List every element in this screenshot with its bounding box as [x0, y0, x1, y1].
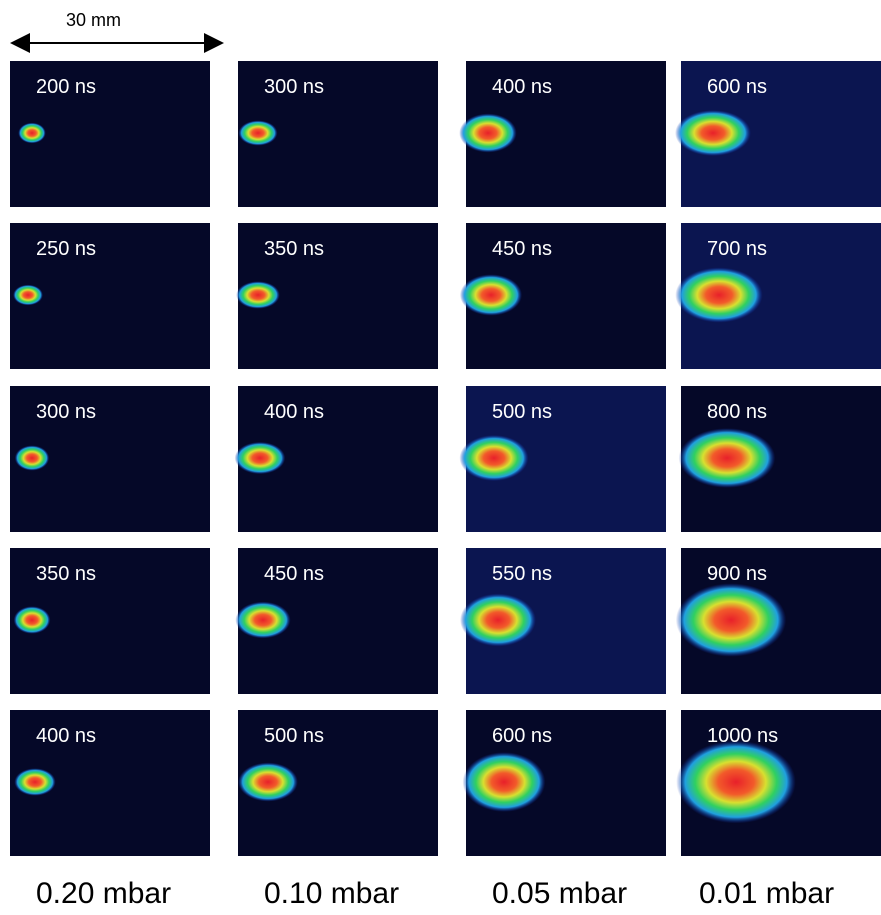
- pressure-label: 0.10 mbar: [264, 877, 399, 910]
- plume: [238, 762, 298, 801]
- time-label: 600 ns: [492, 725, 552, 747]
- plume: [235, 602, 290, 639]
- plume: [460, 274, 522, 315]
- pressure-label: 0.20 mbar: [36, 877, 171, 910]
- scale-label: 30 mm: [66, 10, 121, 30]
- time-label: 1000 ns: [707, 725, 778, 747]
- time-label: 550 ns: [492, 563, 552, 585]
- plume: [463, 752, 546, 812]
- time-label: 800 ns: [707, 401, 767, 423]
- plume: [676, 741, 796, 824]
- plume: [676, 583, 786, 657]
- time-label: 200 ns: [36, 76, 96, 98]
- time-label: 450 ns: [492, 238, 552, 260]
- plume: [238, 120, 277, 145]
- plume: [15, 445, 50, 470]
- plume: [18, 123, 46, 144]
- time-label: 400 ns: [36, 725, 96, 747]
- figure: 30 mm 200 ns 250 ns 300 ns 350 ns 400 ns 0.20…: [0, 0, 881, 915]
- time-label: 400 ns: [264, 401, 324, 423]
- plume: [14, 606, 51, 634]
- time-label: 300 ns: [36, 401, 96, 423]
- time-label: 500 ns: [264, 725, 324, 747]
- plume: [675, 267, 762, 322]
- time-label: 400 ns: [492, 76, 552, 98]
- time-label: 250 ns: [36, 238, 96, 260]
- plume: [460, 594, 536, 647]
- time-label: 900 ns: [707, 563, 767, 585]
- plume: [14, 768, 55, 796]
- time-label: 450 ns: [264, 563, 324, 585]
- pressure-label: 0.01 mbar: [699, 877, 834, 910]
- time-label: 350 ns: [264, 238, 324, 260]
- plume: [675, 110, 751, 156]
- plume: [13, 285, 43, 306]
- pressure-label: 0.05 mbar: [492, 877, 627, 910]
- time-label: 300 ns: [264, 76, 324, 98]
- plume: [236, 281, 280, 309]
- time-label: 350 ns: [36, 563, 96, 585]
- plume: [679, 428, 776, 488]
- time-label: 700 ns: [707, 238, 767, 260]
- time-label: 600 ns: [707, 76, 767, 98]
- plume: [235, 442, 286, 474]
- plume: [459, 113, 517, 152]
- time-label: 500 ns: [492, 401, 552, 423]
- plume: [460, 435, 529, 481]
